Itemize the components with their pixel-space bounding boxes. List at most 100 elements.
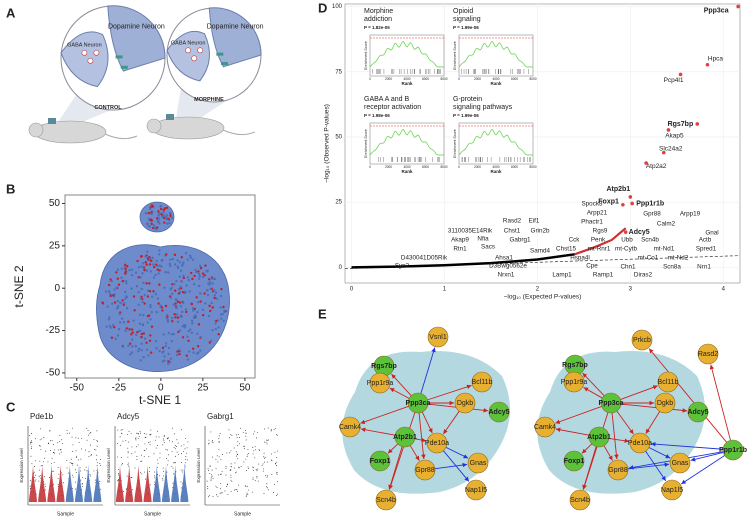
cell-dot: [149, 290, 151, 292]
vesicle: [94, 50, 99, 55]
cell-point: [240, 428, 241, 429]
cell-point: [40, 478, 41, 479]
gene-label: Ppp1r1b: [636, 200, 664, 207]
cell-point: [264, 458, 265, 459]
cell-point: [255, 446, 256, 447]
inset-plot: [370, 35, 444, 76]
cell-point: [276, 495, 277, 496]
cell-dot: [146, 251, 148, 253]
cell-point: [34, 472, 35, 473]
cell-dot: [198, 323, 200, 325]
cell-point: [207, 488, 208, 489]
cell-point: [122, 429, 123, 430]
cell-dot: [222, 306, 224, 308]
panel-label: B: [6, 181, 15, 196]
cell-point: [235, 463, 236, 464]
cell-point: [231, 466, 232, 467]
cell-dot: [169, 215, 171, 217]
receptor: [116, 55, 123, 58]
cell-dot: [140, 359, 142, 361]
cell-point: [271, 430, 272, 431]
cell-point: [185, 462, 186, 463]
cell-point: [235, 489, 236, 490]
cell-dot: [151, 296, 153, 298]
inset-title: signaling: [453, 16, 481, 23]
cell-dot: [135, 345, 137, 347]
x-axis-title: Sample: [57, 511, 74, 517]
cell-point: [268, 440, 269, 441]
cell-point: [159, 437, 160, 438]
cell-dot: [116, 307, 118, 309]
cell-point: [86, 467, 87, 468]
cell-point: [45, 486, 46, 487]
cell-dot: [125, 270, 127, 272]
cell-point: [87, 470, 88, 471]
node-label: Camk4: [534, 424, 556, 431]
cell-dot: [159, 264, 161, 266]
cell-point: [67, 467, 68, 468]
cell-dot: [196, 311, 198, 313]
cell-point: [163, 440, 164, 441]
cell-dot: [155, 347, 157, 349]
cell-point: [94, 470, 95, 471]
cell-point: [230, 450, 231, 451]
cell-dot: [158, 269, 160, 271]
cell-dot: [220, 288, 222, 290]
cell-point: [175, 456, 176, 457]
cell-dot: [125, 282, 127, 284]
cell-dot: [161, 351, 163, 353]
inset-pvalue: P = 1.98e-06: [364, 113, 390, 118]
cell-point: [218, 449, 219, 450]
cell-dot: [191, 320, 193, 322]
node-label: Rgs7bp: [371, 363, 397, 370]
cell-dot: [167, 319, 169, 321]
cell-point: [139, 436, 140, 437]
cell-point: [91, 454, 92, 455]
cell-point: [138, 444, 139, 445]
cell-dot: [180, 280, 182, 282]
cell-point: [154, 475, 155, 476]
cell-point: [121, 464, 122, 465]
cell-dot: [199, 275, 201, 277]
mouse-head: [29, 123, 43, 137]
cell-dot: [118, 284, 120, 286]
cell-dot: [167, 363, 169, 365]
cell-point: [239, 443, 240, 444]
cell-point: [96, 455, 97, 456]
cell-point: [128, 442, 129, 443]
cell-point: [40, 449, 41, 450]
cell-point: [268, 428, 269, 429]
cell-point: [213, 478, 214, 479]
cell-dot: [187, 358, 189, 360]
cell-dot: [196, 296, 198, 298]
cell-point: [89, 456, 90, 457]
cell-dot: [122, 346, 124, 348]
cell-point: [265, 475, 266, 476]
cell-point: [220, 483, 221, 484]
cell-point: [248, 453, 249, 454]
cell-dot: [163, 333, 165, 335]
cell-point: [231, 463, 232, 464]
cell-dot: [181, 311, 183, 313]
cell-point: [145, 479, 146, 480]
cell-point: [162, 444, 163, 445]
cell-dot: [132, 331, 134, 333]
cell-point: [256, 469, 257, 470]
cell-point: [266, 486, 267, 487]
cell-point: [129, 431, 130, 432]
cell-dot: [109, 325, 111, 327]
panel-label: C: [6, 399, 16, 414]
cell-dot: [208, 305, 210, 307]
cell-point: [71, 459, 72, 460]
cell-dot: [105, 290, 107, 292]
cell-point: [148, 456, 149, 457]
cell-dot: [157, 210, 159, 212]
cell-point: [168, 437, 169, 438]
cell-point: [82, 483, 83, 484]
cell-dot: [128, 269, 130, 271]
cell-dot: [211, 282, 213, 284]
cell-point: [60, 449, 61, 450]
cell-dot: [146, 348, 148, 350]
cell-point: [263, 471, 264, 472]
cell-point: [252, 467, 253, 468]
